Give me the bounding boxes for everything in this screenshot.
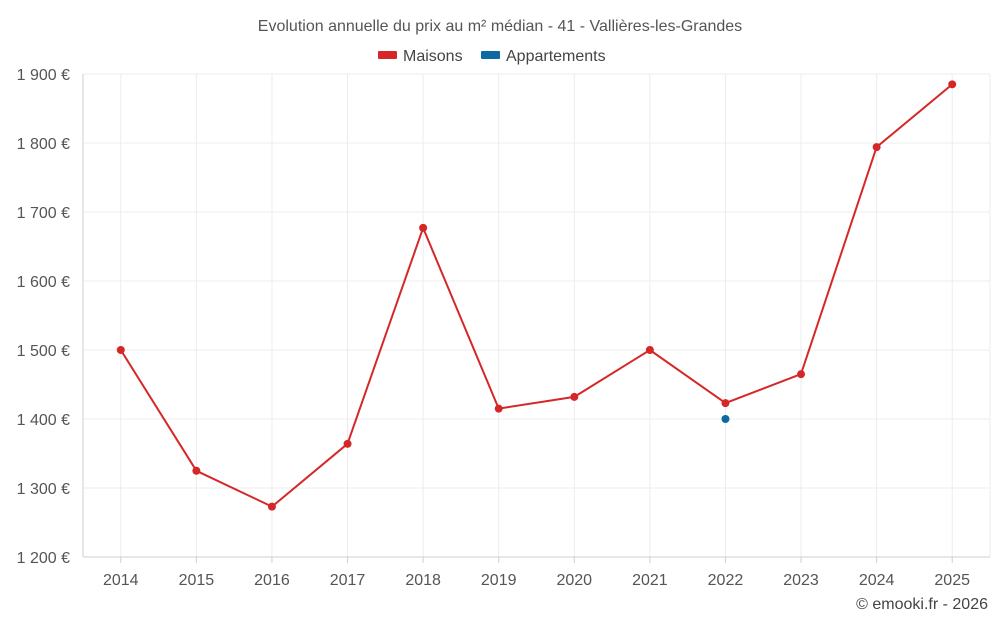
x-tick-label: 2025 xyxy=(934,572,970,589)
y-tick-label: 1 800 € xyxy=(17,136,70,153)
y-tick-label: 1 500 € xyxy=(17,343,70,360)
y-tick-label: 1 200 € xyxy=(17,550,70,567)
y-tick-label: 1 400 € xyxy=(17,412,70,429)
data-point-maisons[interactable] xyxy=(872,143,881,152)
data-point-maisons[interactable] xyxy=(267,502,276,511)
x-tick-label: 2024 xyxy=(859,572,895,589)
data-point-maisons[interactable] xyxy=(645,346,654,354)
legend-swatch-maisons xyxy=(378,51,397,59)
legend-swatch-appartements xyxy=(481,51,500,59)
legend: Maisons Appartements xyxy=(378,48,606,65)
x-tick-label: 2016 xyxy=(254,572,290,589)
data-point-appartements[interactable] xyxy=(721,415,730,423)
x-tick-label: 2015 xyxy=(179,572,215,589)
axes: 1 200 € 1 300 € 1 400 € 1 500 € 1 600 € 1 700… xyxy=(17,67,991,589)
series-line-maisons xyxy=(119,83,953,508)
y-tick-label: 1 900 € xyxy=(17,67,70,84)
legend-item-appartements[interactable]: Appartements xyxy=(481,48,606,65)
data-point-maisons[interactable] xyxy=(570,392,579,401)
data-point-maisons[interactable] xyxy=(948,80,957,89)
x-tick-label: 2014 xyxy=(103,572,139,589)
y-tick-label: 1 700 € xyxy=(17,205,70,222)
data-point-maisons[interactable] xyxy=(721,399,730,408)
x-tick-label: 2018 xyxy=(405,572,441,589)
series-layer xyxy=(116,80,957,511)
data-point-maisons[interactable] xyxy=(343,439,352,448)
legend-label-appartements: Appartements xyxy=(506,48,606,65)
data-point-maisons[interactable] xyxy=(116,346,125,354)
x-tick-label: 2020 xyxy=(556,572,592,589)
x-tick-label: 2017 xyxy=(330,572,366,589)
gridlines xyxy=(83,73,990,557)
y-tick-label: 1 300 € xyxy=(17,481,70,498)
legend-label-maisons: Maisons xyxy=(403,48,463,65)
x-tick-label: 2022 xyxy=(708,572,744,589)
data-point-maisons[interactable] xyxy=(494,404,503,413)
data-point-maisons[interactable] xyxy=(192,466,201,475)
legend-item-maisons[interactable]: Maisons xyxy=(378,48,463,65)
x-tick-label: 2019 xyxy=(481,572,517,589)
chart-title: Evolution annuelle du prix au m² médian … xyxy=(258,18,742,35)
data-point-maisons[interactable] xyxy=(419,223,428,232)
y-tick-label: 1 600 € xyxy=(17,274,70,291)
x-tick-label: 2023 xyxy=(783,572,819,589)
x-tick-label: 2021 xyxy=(632,572,668,589)
credit-text: © emooki.fr - 2026 xyxy=(856,596,988,613)
data-point-maisons[interactable] xyxy=(797,370,806,379)
